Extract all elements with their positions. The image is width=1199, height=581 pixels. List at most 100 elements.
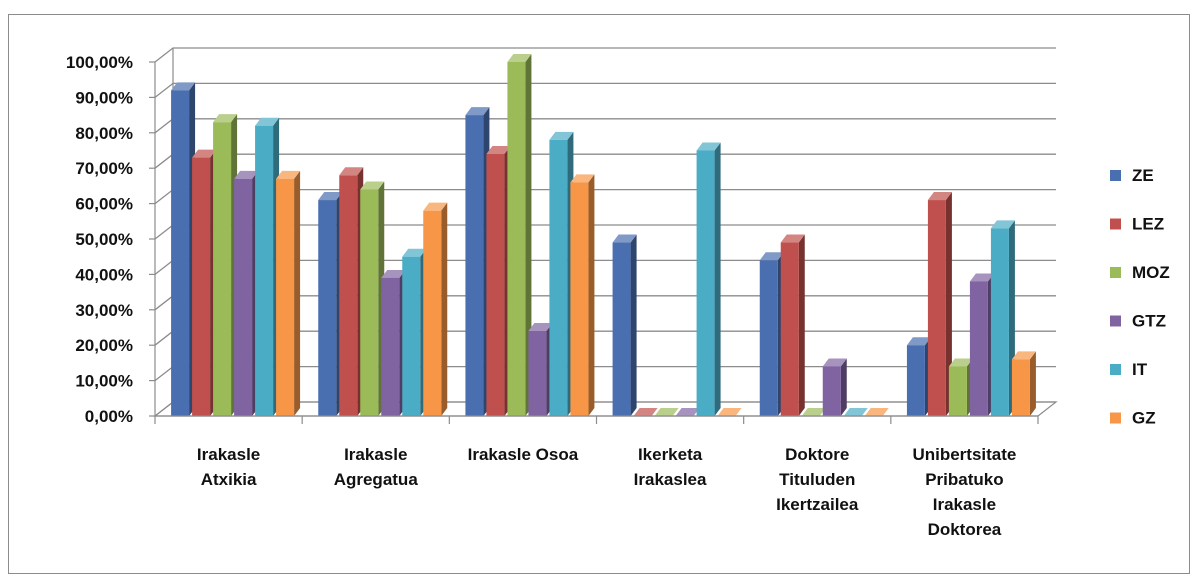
bar-gz xyxy=(276,170,301,416)
bar-top xyxy=(171,82,196,91)
bar-front xyxy=(360,189,379,416)
bar-front xyxy=(402,256,421,416)
bar-top xyxy=(213,114,238,123)
x-category-label-line: Irakaslea xyxy=(634,470,707,489)
bar-lez xyxy=(927,192,952,416)
bar-top xyxy=(906,337,931,346)
bar-gz xyxy=(717,408,742,416)
x-category-label-line: Unibertsitate xyxy=(912,445,1016,464)
bar-gtz xyxy=(234,170,259,416)
legend-label: LEZ xyxy=(1132,215,1164,234)
bar-lez xyxy=(486,146,511,417)
bar-front xyxy=(507,62,526,416)
bar-top xyxy=(633,408,658,416)
bar-front xyxy=(381,277,400,416)
bar-it xyxy=(402,248,427,416)
bar-top xyxy=(822,358,847,367)
bar-top xyxy=(612,234,637,243)
x-category-label-line: Ikertzailea xyxy=(776,495,859,514)
bar-gz xyxy=(570,174,595,416)
x-axis-labels: Irakasle Atxikia Irakasle Agregatua Irakasle… xyxy=(197,445,1016,539)
bar-side xyxy=(630,234,637,416)
legend-swatch xyxy=(1110,315,1121,327)
bar-top xyxy=(990,220,1015,229)
legend-item-moz: MOZ xyxy=(1110,263,1170,282)
bar-front xyxy=(339,175,358,416)
x-category-label: Irakasle Osoa xyxy=(468,445,579,464)
legend-item-it: IT xyxy=(1110,360,1148,379)
bar-front xyxy=(969,281,988,416)
bar-front xyxy=(171,90,190,416)
bar-front xyxy=(234,178,253,416)
bar-lez xyxy=(192,149,217,416)
bar-top xyxy=(549,131,574,140)
bar-front xyxy=(486,154,505,417)
legend-swatch xyxy=(1110,412,1121,424)
bar-moz xyxy=(801,408,826,416)
gridline xyxy=(154,118,1056,134)
bar-top xyxy=(276,170,301,179)
bar-top xyxy=(318,192,343,201)
bar-gtz xyxy=(822,358,847,416)
bar-top xyxy=(528,323,553,332)
x-category-label-line: Irakasle xyxy=(197,445,260,464)
gridline xyxy=(154,47,1056,63)
bar-top xyxy=(843,408,868,416)
bar-top xyxy=(465,107,490,116)
bar-it xyxy=(255,117,280,416)
bar-front xyxy=(759,260,778,416)
x-category-label: Irakasle Agregatua xyxy=(334,445,419,489)
y-tick-label: 10,00% xyxy=(75,372,133,391)
legend-item-gz: GZ xyxy=(1110,409,1156,428)
bar-moz xyxy=(507,54,532,416)
bar-front xyxy=(927,200,946,416)
bar-side xyxy=(714,142,721,416)
bar-side xyxy=(798,234,805,416)
legend-swatch xyxy=(1110,170,1121,181)
bar-gz xyxy=(864,408,889,416)
bar-top xyxy=(696,142,721,151)
y-tick-label: 100,00% xyxy=(66,53,133,72)
bar-front xyxy=(192,157,211,416)
bar-front xyxy=(549,139,568,416)
bar-side xyxy=(294,170,301,416)
bar-front xyxy=(1011,359,1030,416)
bar-ze xyxy=(171,82,196,416)
bar-front xyxy=(570,182,589,416)
legend-item-ze: ZE xyxy=(1110,166,1154,185)
bar-top xyxy=(402,248,427,257)
bar-moz xyxy=(948,358,973,416)
bar-front xyxy=(822,366,841,416)
bar-front xyxy=(213,122,232,417)
x-category-label-line: Doktorea xyxy=(928,520,1002,539)
x-category-label: Irakasle Atxikia xyxy=(197,445,260,489)
bar-lez xyxy=(339,167,364,416)
y-tick-label: 60,00% xyxy=(75,195,133,214)
legend-item-gtz: GTZ xyxy=(1110,312,1166,331)
bar-front xyxy=(276,178,295,416)
bar-front xyxy=(696,150,715,416)
bar-side xyxy=(1029,351,1036,416)
bar-front xyxy=(612,242,631,416)
bar-side xyxy=(441,202,448,416)
bar-top xyxy=(927,192,952,201)
bar-front xyxy=(780,242,799,416)
bar-top xyxy=(1011,351,1036,360)
x-category-label-line: Tituluden xyxy=(779,470,855,489)
bar-top xyxy=(717,408,742,416)
bar-moz xyxy=(360,181,385,416)
bar-front xyxy=(990,228,1009,416)
bar-it xyxy=(696,142,721,416)
bar-front xyxy=(465,115,484,416)
bars xyxy=(171,54,1036,417)
x-category-label-line: Doktore xyxy=(785,445,849,464)
bar-gz xyxy=(1011,351,1036,416)
x-category-label-line: Pribatuko xyxy=(925,470,1003,489)
bar-ze xyxy=(759,252,784,416)
bar-lez xyxy=(633,408,658,416)
x-category-label: Unibertsitate Pribatuko Irakasle Doktorea xyxy=(912,445,1016,539)
y-tick-label: 30,00% xyxy=(75,301,133,320)
y-tick-label: 50,00% xyxy=(75,230,133,249)
x-category-label-line: Irakasle xyxy=(933,495,996,514)
